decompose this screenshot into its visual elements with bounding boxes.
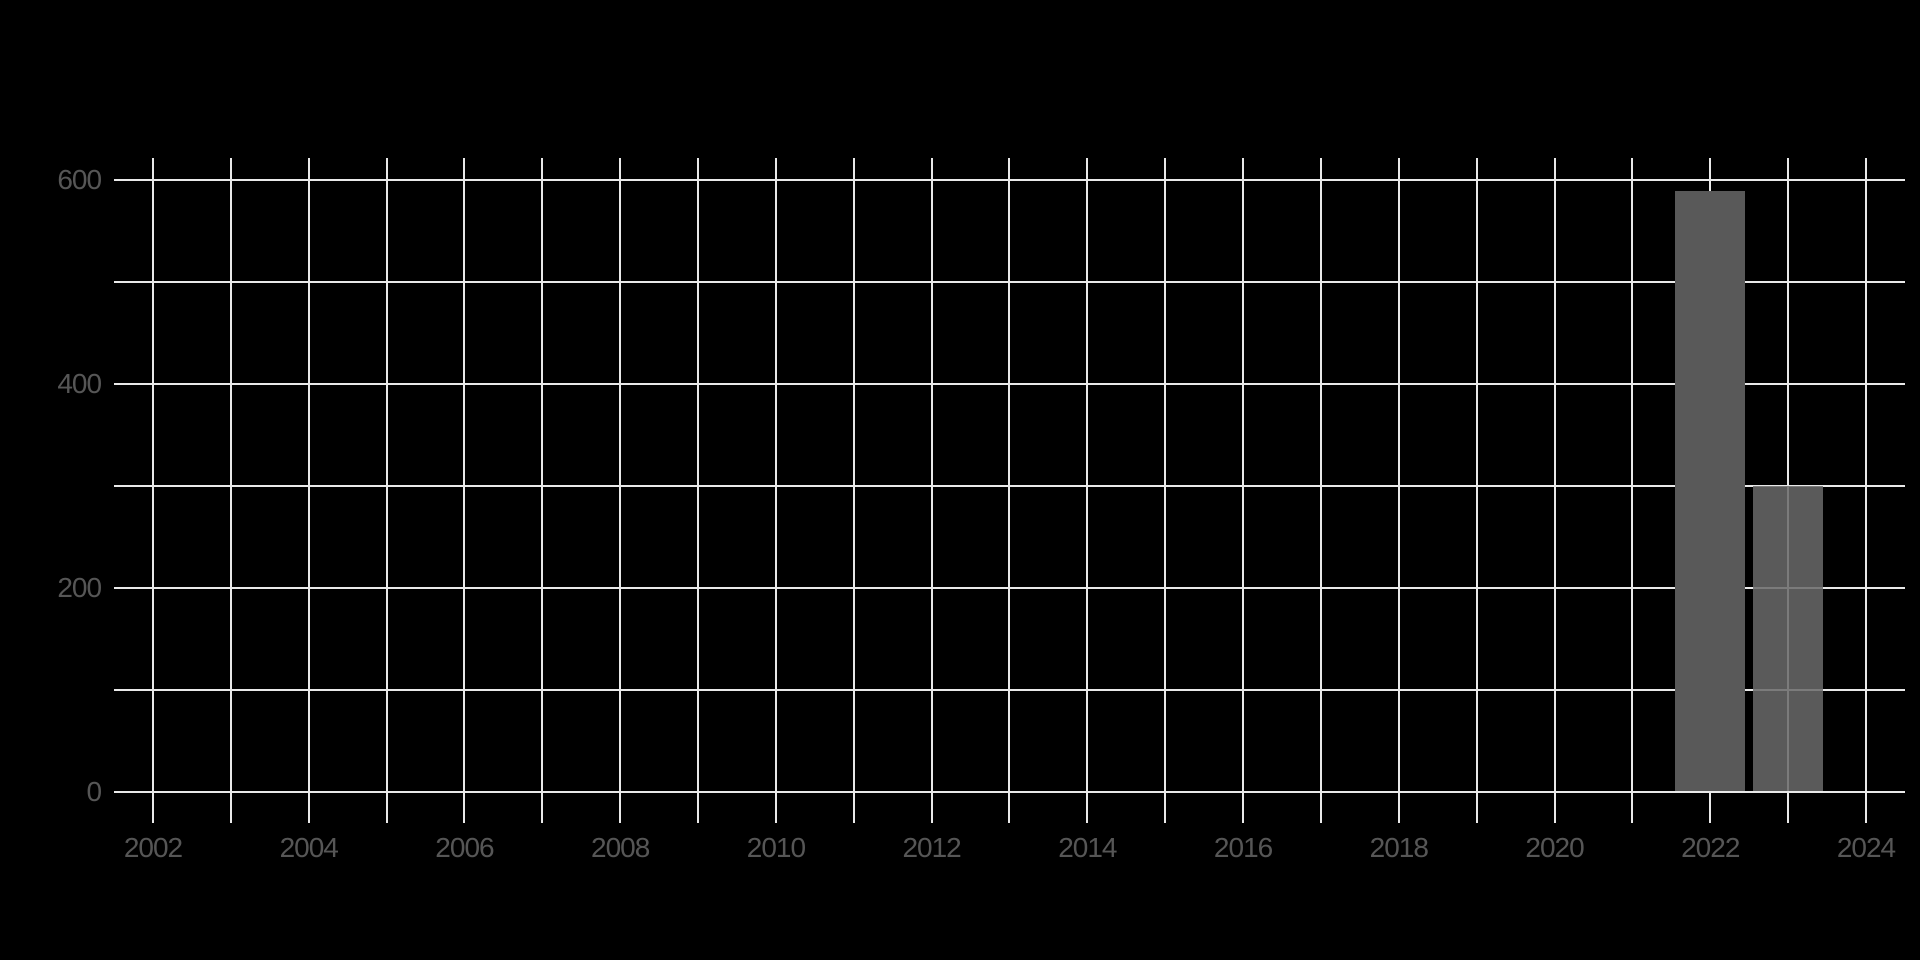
gridline-horizontal-500 xyxy=(114,281,1905,284)
plot-panel xyxy=(114,158,1905,823)
gridline-horizontal-400 xyxy=(114,383,1905,386)
gridline-vertical-2010 xyxy=(774,158,777,823)
gridline-vertical-2024 xyxy=(1864,158,1867,823)
gridline-vertical-2006 xyxy=(463,158,466,823)
x-tick-label-2024: 2024 xyxy=(1836,832,1896,863)
x-tick-label-2022: 2022 xyxy=(1681,832,1740,863)
gridline-vertical-2018 xyxy=(1397,158,1400,823)
x-tick-label-2002: 2002 xyxy=(123,832,183,863)
gridline-horizontal-600 xyxy=(114,179,1905,182)
x-tick-label-2016: 2016 xyxy=(1213,832,1273,863)
gridline-horizontal-0 xyxy=(114,790,1905,793)
gridline-horizontal-100 xyxy=(114,689,1905,692)
gridline-vertical-2021 xyxy=(1631,158,1634,823)
bar-2023 xyxy=(1753,486,1824,791)
x-tick-label-2006: 2006 xyxy=(435,832,494,863)
y-tick-label-0: 0 xyxy=(86,776,103,807)
gridline-vertical-2017 xyxy=(1319,158,1322,823)
gridline-vertical-2005 xyxy=(385,158,388,823)
x-tick-label-2020: 2020 xyxy=(1525,832,1584,863)
bar-2022 xyxy=(1675,190,1746,791)
gridline-vertical-2013 xyxy=(1008,158,1011,823)
gridline-horizontal-300 xyxy=(114,485,1905,488)
gridline-vertical-2007 xyxy=(541,158,544,823)
gridline-vertical-2009 xyxy=(697,158,700,823)
gridline-vertical-2016 xyxy=(1242,158,1245,823)
x-tick-label-2018: 2018 xyxy=(1369,832,1429,863)
y-tick-label-600: 600 xyxy=(57,164,102,196)
gridline-vertical-2015 xyxy=(1164,158,1167,823)
gridline-vertical-2002 xyxy=(151,158,154,823)
gridline-vertical-2003 xyxy=(229,158,232,823)
x-tick-label-2012: 2012 xyxy=(902,832,961,863)
y-tick-label-200: 200 xyxy=(57,572,102,604)
gridline-vertical-2008 xyxy=(619,158,622,823)
gridline-vertical-2020 xyxy=(1553,158,1556,823)
gridline-vertical-2014 xyxy=(1086,158,1089,823)
gridline-vertical-2012 xyxy=(930,158,933,823)
gridline-vertical-2019 xyxy=(1475,158,1478,823)
x-tick-label-2008: 2008 xyxy=(591,832,650,863)
x-tick-label-2004: 2004 xyxy=(279,832,339,863)
gridline-vertical-2004 xyxy=(307,158,310,823)
x-tick-label-2010: 2010 xyxy=(746,832,806,863)
gridline-vertical-2011 xyxy=(852,158,855,823)
y-tick-label-400: 400 xyxy=(57,368,102,400)
gridline-horizontal-200 xyxy=(114,587,1905,590)
x-tick-label-2014: 2014 xyxy=(1058,832,1117,863)
